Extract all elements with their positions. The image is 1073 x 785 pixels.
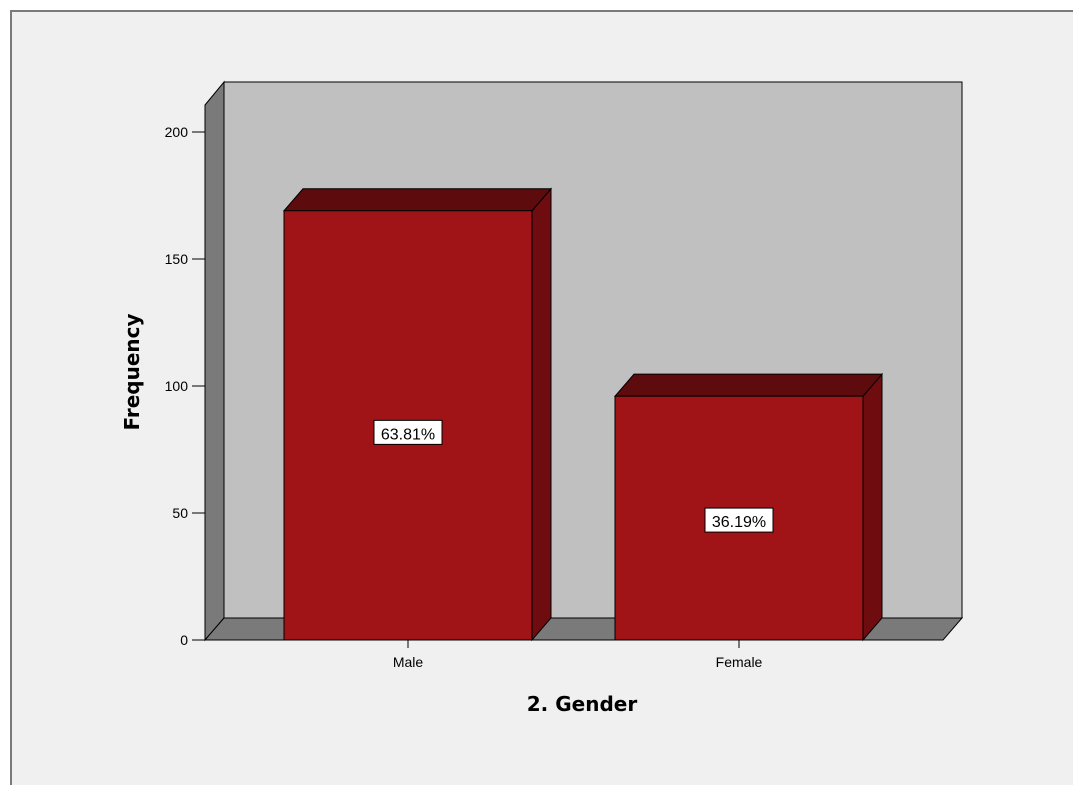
x-axis-title: 2. Gender [527,692,638,716]
bars [282,187,884,642]
x-tick-label: Female [716,654,763,670]
data-label: 36.19% [712,514,766,531]
y-axis: 0 50 100 150 200 [165,124,205,648]
data-label-box [373,419,443,445]
data-labels: 63.81% 36.19% [373,419,774,533]
left-wall [204,80,225,642]
bar-side [531,187,552,642]
y-tick-label: 50 [172,505,188,521]
bar-side [862,372,883,642]
y-tick-label: 0 [180,632,188,648]
bar-top [613,373,884,397]
x-axis: Male Female [393,640,763,670]
bar-top [282,188,553,212]
x-tick-label: Male [393,654,424,670]
data-label: 63.81% [381,426,435,443]
data-label-box [704,507,774,533]
y-axis-title: Frequency [120,313,144,430]
y-tick-label: 200 [165,124,189,140]
y-tick-label: 150 [165,251,189,267]
y-tick-label: 100 [165,378,189,394]
